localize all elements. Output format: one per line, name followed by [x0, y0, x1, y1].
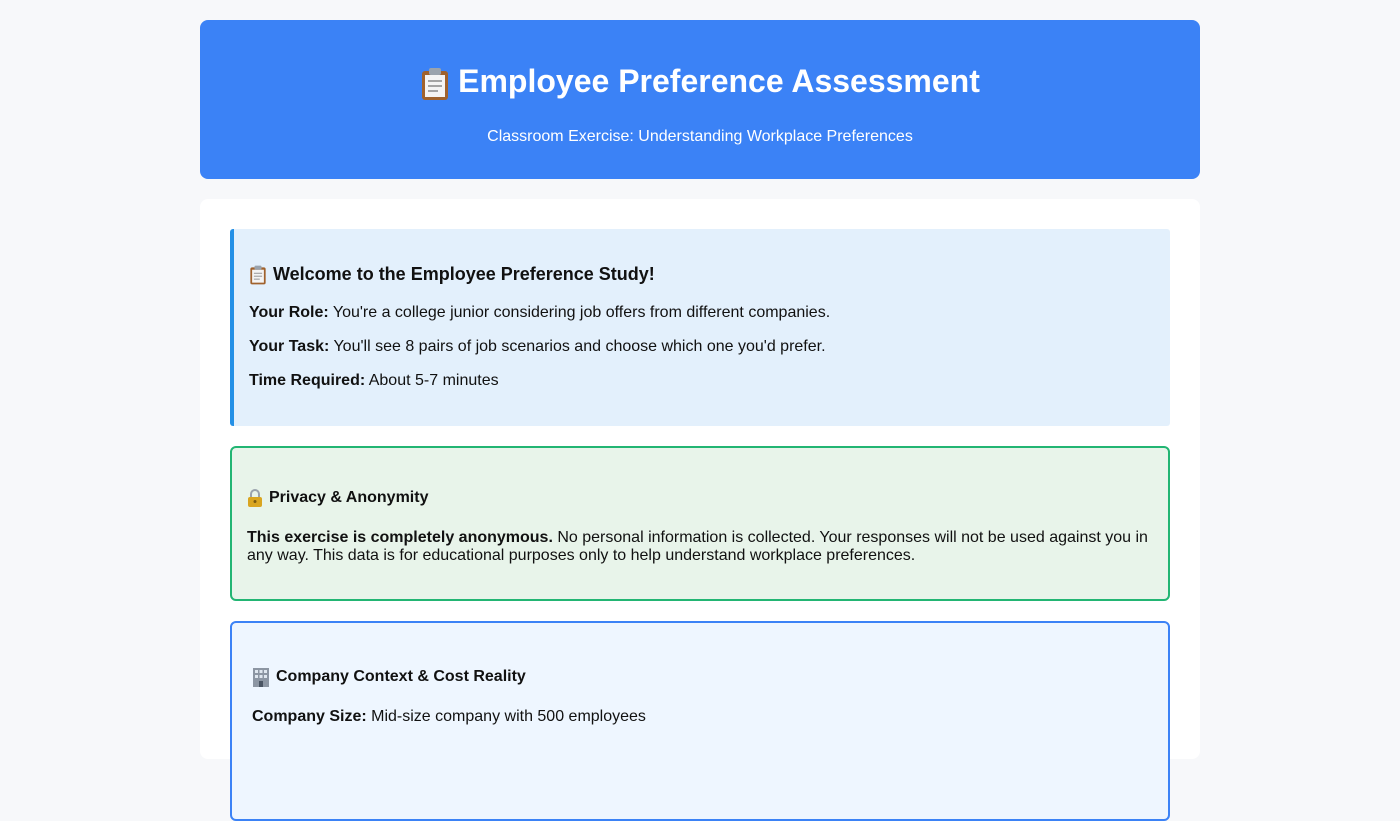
company-context-panel: Company Context & Cost Reality Company S…	[230, 621, 1170, 821]
privacy-bold-text: This exercise is completely anonymous.	[247, 529, 553, 546]
context-title: Company Context & Cost Reality	[252, 667, 1148, 687]
role-label: Your Role:	[249, 304, 329, 322]
privacy-panel: Privacy & Anonymity This exercise is com…	[230, 446, 1170, 601]
task-label: Your Task:	[249, 338, 330, 356]
welcome-panel: Welcome to the Employee Preference Study…	[230, 229, 1170, 426]
privacy-text: This exercise is completely anonymous. N…	[247, 529, 1153, 565]
office-building-icon	[252, 667, 270, 687]
content-card: Welcome to the Employee Preference Study…	[200, 199, 1200, 821]
privacy-title-text: Privacy & Anonymity	[269, 489, 429, 506]
clipboard-icon	[249, 263, 267, 285]
welcome-title-text: Welcome to the Employee Preference Study…	[273, 264, 655, 285]
page-title-text: Employee Preference Assessment	[458, 63, 980, 100]
company-size-label: Company Size:	[252, 708, 367, 726]
company-size-text: Mid-size company with 500 employees	[366, 708, 646, 726]
task-text: You'll see 8 pairs of job scenarios and …	[329, 338, 826, 356]
privacy-body-text: No personal information is collected. Yo…	[247, 529, 1148, 564]
context-title-text: Company Context & Cost Reality	[276, 668, 526, 686]
page-container: Employee Preference Assessment Classroom…	[200, 20, 1200, 821]
privacy-title: Privacy & Anonymity	[247, 488, 1153, 508]
company-size-line: Company Size: Mid-size company with 500 …	[252, 707, 1148, 727]
page-title: Employee Preference Assessment	[200, 62, 1200, 101]
time-label: Time Required:	[249, 372, 366, 390]
time-line: Time Required: About 5-7 minutes	[249, 371, 1155, 391]
header-banner: Employee Preference Assessment Classroom…	[200, 20, 1200, 179]
welcome-title: Welcome to the Employee Preference Study…	[249, 263, 1155, 285]
role-line: Your Role: You're a college junior consi…	[249, 303, 1155, 323]
clipboard-icon	[420, 62, 450, 101]
page-subtitle: Classroom Exercise: Understanding Workpl…	[487, 127, 913, 145]
lock-icon	[247, 488, 263, 508]
role-text: You're a college junior considering job …	[328, 304, 831, 322]
time-text: About 5-7 minutes	[365, 372, 499, 390]
task-line: Your Task: You'll see 8 pairs of job sce…	[249, 337, 1155, 357]
